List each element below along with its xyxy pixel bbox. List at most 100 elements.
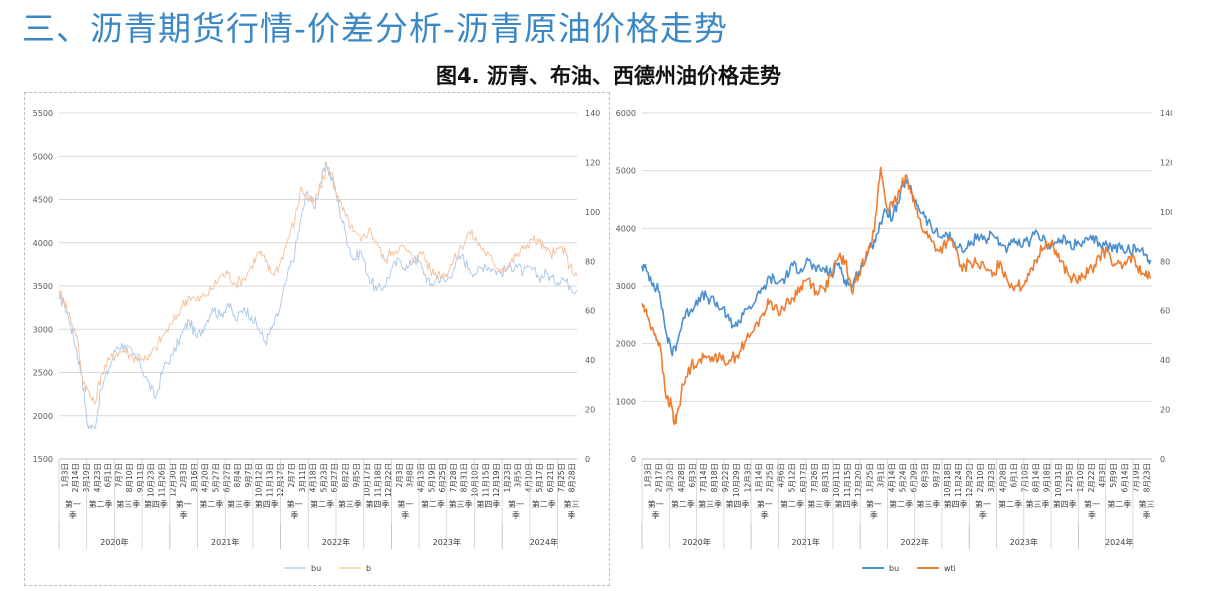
left-tick-label: 2000: [616, 340, 636, 349]
x-date-label: 1月3日: [644, 463, 653, 488]
x-quarter-label: 第四季: [944, 499, 968, 509]
x-quarter-label: 第四季: [725, 499, 749, 509]
x-quarter-label: 第一: [286, 499, 302, 509]
right-tick-label: 0: [585, 455, 590, 464]
x-date-label: 4月20日: [201, 463, 210, 492]
left-tick-label: 0: [631, 455, 636, 464]
right-tick-label: 60: [1160, 307, 1170, 316]
right-tick-label: 120: [585, 158, 600, 167]
x-quarter-label: 第四季: [476, 499, 500, 509]
x-date-label: 4月10日: [524, 463, 533, 492]
x-quarter-label: 第二季: [889, 499, 913, 509]
x-date-label: 4月18日: [309, 463, 318, 492]
x-date-label: 4月6日: [777, 463, 786, 488]
right-tick-label: 60: [585, 307, 595, 316]
x-year-label: 2020年: [100, 537, 128, 547]
x-date-label: 5月17日: [535, 463, 544, 492]
asphalt-brent-chart: 1500 2000 2500 3000 3500 4000 4500 5000 5500 0 20 4…: [33, 109, 601, 573]
series-line-b: [58, 166, 578, 406]
x-date-label: 4月3日: [1098, 463, 1107, 488]
x-date-label: 1月25日: [865, 463, 874, 492]
x-date-label: 6月3日: [688, 463, 697, 488]
right-tick-label: 140: [1160, 109, 1172, 118]
x-date-label: 10月12日: [255, 463, 264, 497]
x-quarter-label: 第三季: [698, 499, 722, 509]
x-date-label: 10月11日: [832, 463, 841, 497]
x-date-label: 6月14日: [1120, 463, 1129, 492]
right-tick-label: 40: [1160, 356, 1170, 365]
x-date-label: 10月31日: [1054, 463, 1063, 497]
x-quarter-label: 第三季: [116, 499, 140, 509]
x-date-label: 6月17日: [799, 463, 808, 492]
x-quarter-label: 第二季: [421, 499, 445, 509]
x-date-label: 2月10日: [976, 463, 985, 492]
right-tick-label: 40: [585, 356, 595, 365]
x-date-label: 3月23日: [987, 463, 996, 492]
left-tick-label: 3500: [33, 282, 53, 291]
x-date-label: 11月26日: [158, 463, 167, 497]
x-year-label: 2020年: [682, 537, 710, 547]
x-year-label: 2023年: [433, 537, 461, 547]
x-date-label: 12月5日: [1065, 463, 1074, 492]
x-quarter-label: 第二季: [671, 499, 695, 509]
left-tick-label: 4000: [33, 239, 53, 248]
x-date-label: 9月22日: [721, 463, 730, 492]
x-date-label: 7月19日: [1131, 463, 1140, 492]
left-tick-label: 2500: [33, 369, 53, 378]
x-year-label: 2023年: [1010, 537, 1038, 547]
right-tick-label: 0: [1160, 455, 1165, 464]
legend-label-bu: bu: [889, 564, 899, 573]
x-date-label: 7月10日: [1021, 463, 1030, 492]
x-quarter-label: 第三季: [227, 499, 251, 509]
x-date-label: 7月14日: [699, 463, 708, 492]
x-quarter-label: 第二季: [89, 499, 113, 509]
x-date-label: 10月29日: [732, 463, 741, 497]
right-tick-label: 140: [585, 109, 600, 118]
x-date-label: 6月27日: [330, 463, 339, 492]
x-date-label: 4月28日: [998, 463, 1007, 492]
right-tick-label: 80: [1160, 257, 1170, 266]
x-quarter-label: 第一: [397, 499, 413, 509]
left-tick-label: 4500: [33, 196, 53, 205]
x-date-label: 1月23日: [503, 463, 512, 492]
x-date-label: 2月3日: [395, 463, 404, 488]
x-date-label: 3月16日: [190, 463, 199, 492]
x-quarter-label-2: 季: [652, 510, 660, 520]
x-quarter-label-2: 季: [979, 510, 987, 520]
x-quarter-label-2: 季: [69, 510, 77, 520]
x-date-label: 5月12日: [788, 463, 797, 492]
x-date-label: 11月15日: [843, 463, 852, 497]
x-date-label: 9月7日: [932, 463, 941, 488]
x-date-label: 3月8日: [406, 463, 415, 488]
x-quarter-label: 第三季: [807, 499, 831, 509]
x-year-label: 2024年: [530, 537, 558, 547]
series-line-wti: [641, 166, 1152, 426]
x-date-label: 9月11日: [136, 463, 145, 492]
x-date-label: 2月25日: [766, 463, 775, 492]
x-date-label: 3月11日: [298, 463, 307, 492]
x-quarter-label: 第二季: [1107, 499, 1131, 509]
x-date-label: 8月31日: [821, 463, 830, 492]
series-line-bu: [641, 178, 1152, 357]
x-date-label: 7月25日: [557, 463, 566, 492]
x-year-label: 2022年: [322, 537, 350, 547]
x-quarter-label: 第一: [866, 499, 882, 509]
asphalt-wti-chart: 0 1000 2000 3000 4000 5000 6000 0 20 40 60 80 100 120…: [616, 109, 1172, 573]
left-tick-label: 3000: [33, 325, 53, 334]
legend-label-wti: wti: [944, 564, 956, 573]
x-date-label: 8月23日: [1142, 463, 1151, 492]
x-date-label: 4月14日: [887, 463, 896, 492]
x-date-label: 10月18日: [943, 463, 952, 497]
x-date-label: 11月18日: [373, 463, 382, 497]
x-date-label: 8月10日: [125, 463, 134, 492]
x-quarter-label: 第四季: [255, 499, 279, 509]
x-year-label: 2024年: [1105, 537, 1133, 547]
x-quarter-label: 第三季: [1025, 499, 1049, 509]
legend-label-bu: bu: [311, 564, 321, 573]
x-quarter-label: 第三季: [338, 499, 362, 509]
x-date-label: 2月17日: [655, 463, 664, 492]
left-tick-label: 1500: [33, 455, 53, 464]
left-tick-label: 3000: [616, 282, 636, 291]
left-tick-label: 2000: [33, 412, 53, 421]
x-date-label: 8月4日: [233, 463, 242, 488]
